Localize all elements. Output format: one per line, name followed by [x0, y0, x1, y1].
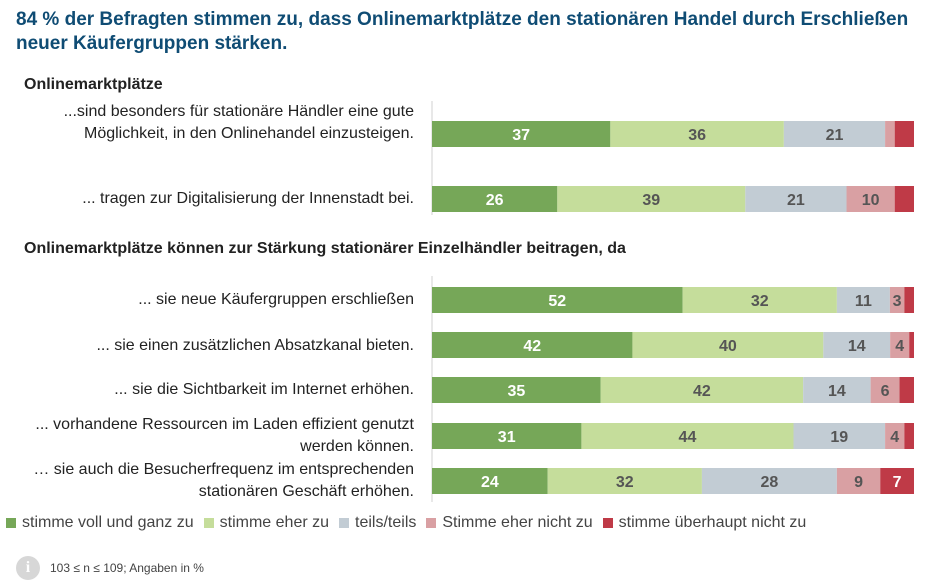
data-label-r3-s3: 11: [855, 293, 872, 310]
legend-item-2: stimme eher zu: [203, 514, 330, 532]
bar-r4-s2: [632, 332, 824, 358]
data-label-r2-s4: 10: [862, 192, 880, 209]
data-label-r1-s1: 37: [512, 127, 530, 144]
data-label-r7-s1: 24: [481, 474, 499, 491]
legend-label-4: Stimme eher nicht zu: [442, 514, 593, 531]
row-label-1: ...sind besonders für stationäre Händler…: [63, 103, 414, 142]
bar-r4-s3: [823, 332, 891, 358]
legend-swatch-4: [426, 518, 437, 528]
data-label-r6-s4: 4: [890, 429, 899, 446]
data-label-r4-s1: 42: [523, 338, 541, 355]
data-label-r4-s4: 4: [895, 338, 904, 355]
data-label-r2-s2: 39: [642, 192, 660, 209]
legend: stimme voll und ganz zu stimme eher zu t…: [6, 514, 816, 532]
data-label-r6-s3: 19: [830, 429, 848, 446]
data-label-r6-s1: 31: [498, 429, 516, 446]
row-label-4: ... sie einen zusätzlichen Absatzkanal b…: [96, 337, 414, 354]
data-label-r3-s4: 3: [893, 293, 902, 310]
row-label-3: ... sie neue Käufergruppen erschließen: [138, 291, 414, 308]
bar-r4-s1: [432, 332, 633, 358]
legend-item-1: stimme voll und ganz zu: [6, 514, 194, 532]
data-label-r5-s3: 14: [828, 383, 846, 400]
info-icon: i: [16, 556, 40, 580]
bar-r5-s5: [899, 377, 914, 403]
bar-r7-s1: [432, 468, 548, 494]
data-label-r3-s2: 32: [751, 293, 769, 310]
data-label-r5-s2: 42: [693, 383, 711, 400]
bar-r5-s4: [870, 377, 900, 403]
bar-r5-s1: [432, 377, 601, 403]
data-label-r4-s3: 14: [848, 338, 866, 355]
bar-r3-s1: [432, 287, 683, 313]
legend-label-5: stimme überhaupt nicht zu: [618, 514, 807, 531]
legend-item-4: Stimme eher nicht zu: [426, 514, 593, 532]
data-label-r2-s3: 21: [787, 192, 805, 209]
legend-label-2: stimme eher zu: [219, 514, 330, 531]
legend-item-3: teils/teils: [339, 514, 416, 532]
chart-title: 84 % der Befragten stimmen zu, dass Onli…: [16, 9, 909, 54]
data-label-r2-s1: 26: [486, 192, 504, 209]
bar-r6-s2: [581, 423, 794, 449]
legend-swatch-3: [339, 518, 350, 528]
footnote-text: 103 ≤ n ≤ 109; Angaben in %: [50, 561, 204, 575]
bar-r5-s3: [803, 377, 871, 403]
data-label-r5-s1: 35: [507, 383, 525, 400]
bar-r6-s5: [904, 423, 914, 449]
bar-r3-s4: [889, 287, 905, 313]
bar-r2-s2: [557, 186, 746, 212]
bar-r6-s4: [885, 423, 905, 449]
data-label-r7-s4: 9: [854, 474, 863, 491]
bar-r2-s1: [432, 186, 558, 212]
footnote: i 103 ≤ n ≤ 109; Angaben in %: [16, 556, 204, 580]
bar-r1-s1: [432, 121, 611, 147]
bar-r6-s3: [793, 423, 886, 449]
bar-r3-s3: [836, 287, 890, 313]
bar-r7-s5: [880, 468, 914, 494]
legend-label-1: stimme voll und ganz zu: [22, 514, 194, 531]
data-label-r3-s1: 52: [548, 293, 566, 310]
bar-r4-s5: [909, 332, 914, 358]
row-label-6: ... vorhandene Ressourcen im Laden effiz…: [35, 416, 414, 455]
section-heading-1: Onlinemarktplätze: [24, 76, 163, 93]
bar-r7-s3: [701, 468, 837, 494]
bar-r5-s2: [600, 377, 804, 403]
legend-swatch-1: [6, 518, 16, 528]
data-label-r5-s4: 6: [881, 383, 890, 400]
data-label-r1-s2: 36: [688, 127, 706, 144]
section-heading-2: Onlinemarktplätze können zur Stärkung st…: [24, 240, 626, 257]
data-label-r7-s5: 7: [893, 474, 902, 491]
bar-r2-s3: [745, 186, 847, 212]
stacked-bar-chart: 37 36 21 26 39 21 10 52 32 11 3 42 40 14 4 35 42 14 6 31 44 1…: [431, 101, 914, 502]
bar-r3-s5: [904, 287, 914, 313]
row-label-2: ... tragen zur Digitalisierung der Innen…: [82, 190, 414, 207]
legend-label-3: teils/teils: [355, 514, 417, 531]
data-label-r4-s2: 40: [719, 338, 737, 355]
bar-r7-s2: [547, 468, 702, 494]
bar-r6-s1: [432, 423, 582, 449]
bar-r2-s5: [894, 186, 914, 212]
data-label-r1-s3: 21: [826, 127, 844, 144]
data-label-r7-s3: 28: [761, 474, 779, 491]
bar-r1-s4: [885, 121, 895, 147]
bar-r4-s4: [890, 332, 910, 358]
bar-r7-s4: [836, 468, 881, 494]
bar-r1-s5: [894, 121, 914, 147]
bar-r1-s3: [783, 121, 886, 147]
data-label-r6-s2: 44: [679, 429, 697, 446]
row-label-7: … sie auch die Besucherfrequenz im entsp…: [33, 461, 414, 500]
row-label-5: ... sie die Sichtbarkeit im Internet erh…: [114, 381, 414, 398]
legend-swatch-2: [203, 518, 214, 528]
legend-item-5: stimme überhaupt nicht zu: [602, 514, 807, 532]
bar-r3-s2: [682, 287, 837, 313]
data-label-r7-s2: 32: [616, 474, 634, 491]
bar-r2-s4: [846, 186, 895, 212]
legend-swatch-5: [602, 518, 613, 528]
bar-r1-s2: [610, 121, 784, 147]
